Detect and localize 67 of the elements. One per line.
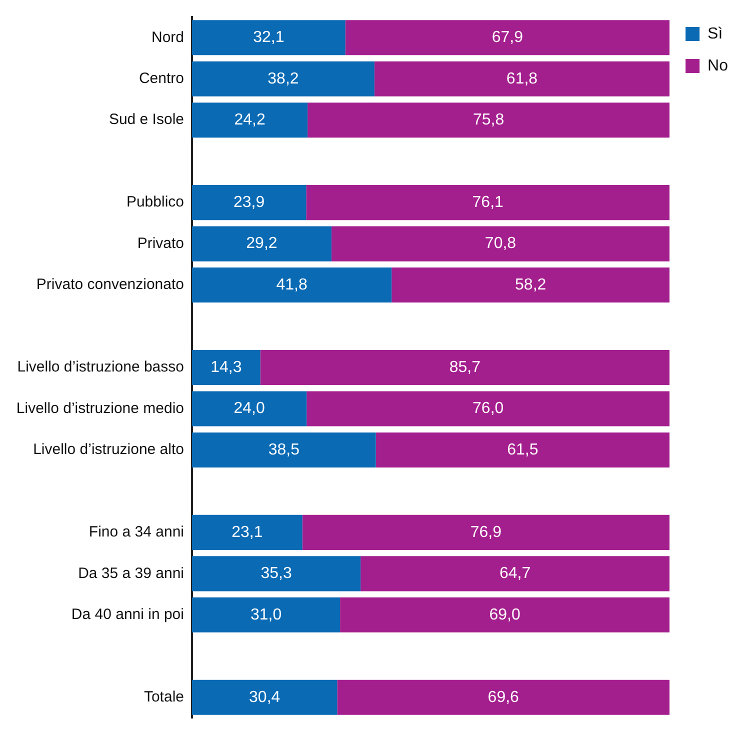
bar [260, 350, 670, 386]
y-tick-label: Livello d’istruzione alto [33, 441, 184, 458]
data-label: 30,4 [249, 688, 280, 706]
data-label: 76,1 [472, 194, 504, 211]
data-label: 69,6 [488, 688, 520, 706]
bar [192, 391, 307, 426]
bar [302, 514, 670, 550]
bar [192, 556, 361, 592]
bar [392, 268, 670, 303]
data-label: 14,3 [210, 358, 242, 376]
y-tick-label: Fino a 34 anni [88, 524, 184, 541]
bar [192, 350, 260, 386]
data-label: 41,8 [276, 276, 308, 294]
bar [345, 20, 670, 56]
y-tick-label: Nord [151, 28, 184, 46]
data-label: 67,9 [492, 29, 524, 46]
y-tick-label: Livello d’istruzione basso [17, 358, 184, 376]
bar [331, 226, 670, 262]
y-tick-label: Da 40 anni in poi [71, 606, 184, 624]
bar [340, 597, 670, 632]
bar [192, 226, 332, 262]
bar [192, 432, 376, 468]
legend-label: No [708, 57, 728, 74]
bar [360, 556, 670, 592]
data-label: 38,2 [268, 70, 299, 88]
bar [374, 61, 670, 96]
data-label: 38,5 [268, 441, 300, 458]
y-tick-label: Pubblico [126, 194, 184, 211]
bar [306, 185, 670, 220]
bar [192, 185, 306, 220]
bar [308, 102, 670, 138]
bar [192, 597, 340, 632]
bar [192, 680, 338, 715]
data-label: 58,2 [515, 276, 546, 294]
y-tick-label: Livello d’istruzione medio [16, 400, 184, 417]
bar [192, 268, 392, 303]
data-label: 24,0 [234, 400, 265, 418]
y-tick-label: Privato convenzionato [36, 276, 184, 294]
bar [192, 102, 308, 138]
data-label: 32,1 [253, 29, 284, 46]
data-label: 61,5 [507, 441, 538, 458]
bar [376, 432, 670, 468]
data-label: 64,7 [499, 565, 531, 582]
data-label: 23,9 [233, 194, 265, 211]
bar [337, 680, 670, 715]
data-label: 69,0 [489, 606, 520, 624]
data-label: 35,3 [260, 565, 292, 582]
data-label: 29,2 [246, 235, 278, 252]
data-label: 61,8 [506, 70, 538, 88]
y-tick-label: Centro [138, 70, 184, 87]
bar [192, 514, 302, 550]
y-tick-label: Da 35 a 39 anni [78, 564, 184, 582]
y-tick-label: Sud e Isole [108, 111, 184, 128]
data-label: 31,0 [250, 606, 282, 624]
bar [192, 61, 374, 96]
data-label: 24,2 [234, 111, 266, 128]
y-tick-label: Privato [137, 234, 184, 252]
data-label: 23,1 [232, 524, 263, 541]
y-tick-label: Totale [144, 688, 184, 706]
bar [306, 391, 670, 426]
legend-label: Sì [708, 25, 723, 42]
data-label: 76,0 [472, 400, 504, 418]
data-label: 85,7 [449, 358, 481, 376]
data-label: 70,8 [484, 235, 516, 252]
data-label: 75,8 [472, 111, 504, 128]
data-label: 76,9 [470, 524, 502, 541]
bar [192, 20, 346, 56]
